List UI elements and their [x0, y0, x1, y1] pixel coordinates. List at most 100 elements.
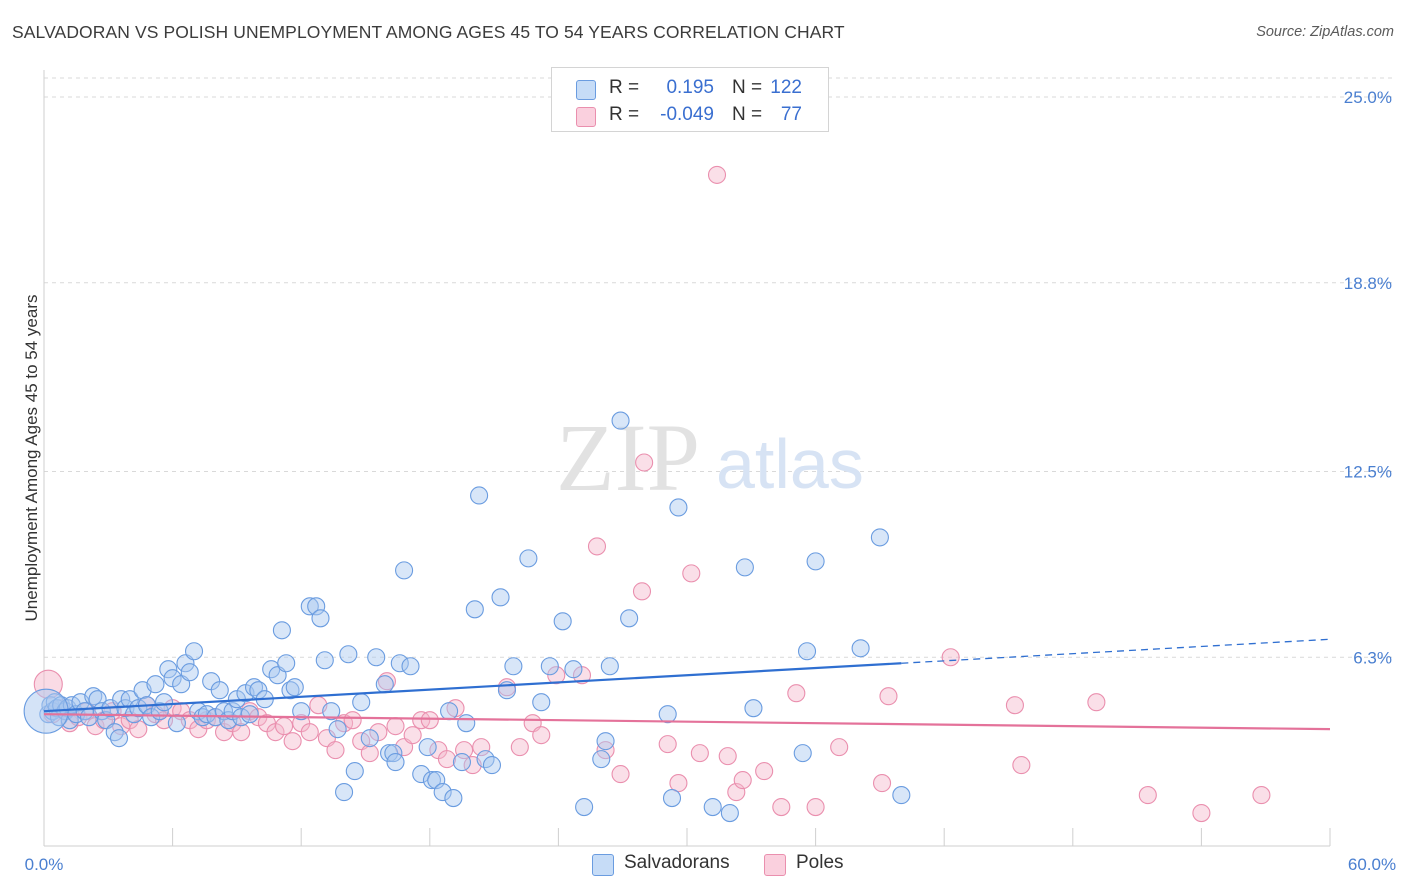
poles-point: [587, 537, 607, 556]
poles-point: [658, 735, 677, 754]
salvadorans-point: [159, 660, 178, 679]
salvadorans-point: [620, 609, 639, 628]
salvadorans-point: [519, 549, 538, 568]
poles-point: [437, 750, 456, 769]
salvadorans-point: [335, 783, 354, 802]
poles-point: [755, 762, 774, 781]
bottom-legend-label-poles: Poles: [796, 852, 844, 873]
salvadorans-point: [339, 645, 358, 664]
poles-point: [326, 741, 345, 760]
salvadorans-point: [553, 612, 572, 631]
salvadorans-point: [311, 609, 330, 628]
salvadorans-point: [540, 657, 559, 676]
poles-point: [830, 738, 849, 757]
poles-point: [300, 723, 319, 742]
bottom-legend-swatch-poles: [764, 854, 786, 876]
watermark-zip: ZIP: [556, 404, 700, 511]
salvadorans-point: [662, 789, 682, 808]
poles-point: [718, 747, 737, 766]
salvadorans-point: [384, 744, 403, 763]
salvadorans-point: [444, 789, 463, 808]
poles-point: [635, 453, 654, 472]
trend-layer: [43, 638, 1331, 731]
legend-r-value: -0.049: [660, 104, 714, 125]
poles-point: [669, 774, 688, 793]
poles-point: [386, 717, 405, 736]
salvadorans-point: [386, 753, 405, 772]
y-tick-label: 6.3%: [1353, 648, 1392, 667]
poles-point: [690, 744, 709, 763]
salvadorans-point: [669, 498, 688, 517]
salvadorans-point: [797, 642, 817, 661]
bottom-legend-label-salvadorans: Salvadorans: [624, 852, 730, 873]
salvadorans-point: [184, 642, 204, 661]
legend-swatch-poles: [576, 107, 596, 127]
legend-swatch-salvadorans: [576, 80, 596, 100]
y-tick-label: 18.8%: [1344, 274, 1392, 293]
salvadorans-point: [390, 654, 409, 673]
salvadorans-point: [322, 702, 341, 721]
poles-point: [377, 672, 396, 691]
poles-point: [1192, 803, 1211, 823]
salvadorans-point: [109, 729, 129, 748]
poles-point: [283, 732, 302, 751]
salvadorans-point: [292, 702, 311, 721]
poles-point: [275, 717, 294, 736]
salvadorans-point: [457, 714, 476, 733]
legend-r-label: R =: [609, 77, 640, 98]
salvadorans-point: [658, 705, 677, 724]
salvadorans-point: [703, 798, 722, 817]
source-label: Source: ZipAtlas.com: [1256, 24, 1394, 40]
salvadorans-point: [600, 657, 619, 676]
salvadorans-point: [315, 651, 334, 670]
legend-r-value: 0.195: [666, 77, 714, 98]
poles-point: [1138, 786, 1157, 805]
watermark: ZIP atlas: [556, 404, 864, 511]
legend-row-salvadorans: R = 0.195 N = 122: [552, 74, 828, 102]
poles-point: [787, 684, 806, 703]
poles-point: [941, 648, 960, 667]
poles-point: [632, 582, 652, 601]
poles-point: [1005, 696, 1024, 715]
poles-point: [682, 564, 701, 583]
salvadorans-point: [532, 693, 551, 712]
salvadorans-point: [793, 744, 812, 763]
salvadorans-point: [307, 597, 326, 616]
legend-n-label: N =: [732, 104, 763, 125]
correlation-legend: R = 0.195 N = 122 R = -0.049 N = 77: [551, 67, 829, 132]
salvadorans-point: [504, 657, 523, 676]
poles-point: [879, 687, 898, 706]
poles-point: [707, 165, 727, 184]
poles-point: [129, 720, 148, 739]
salvadorans-point: [470, 486, 489, 505]
salvadorans-point: [146, 675, 165, 694]
poles-point: [772, 798, 791, 817]
salvadorans-point: [465, 600, 484, 619]
salvadorans-point: [744, 699, 763, 718]
poles-point: [532, 726, 551, 745]
poles-point: [1252, 786, 1271, 805]
salvadorans-point: [180, 663, 199, 682]
y-tick-label: 12.5%: [1344, 463, 1392, 482]
legend-n-value: 122: [770, 77, 802, 98]
bottom-legend-swatch-salvadorans: [592, 854, 614, 876]
poles-point: [611, 765, 630, 784]
legend-r-label: R =: [609, 104, 640, 125]
poles-point: [733, 771, 752, 790]
salvadorans-point: [482, 756, 502, 775]
salvadorans-point: [851, 639, 870, 658]
salvadorans-point: [596, 732, 615, 751]
poles-point: [343, 711, 362, 730]
salvadorans-point: [491, 588, 510, 607]
salvadorans-series: [23, 411, 911, 823]
salvadorans-point: [328, 720, 347, 739]
salvadorans-point: [352, 693, 371, 712]
salvadorans-point: [395, 561, 414, 580]
salvadorans-point: [564, 660, 583, 679]
watermark-atlas: atlas: [716, 425, 864, 503]
poles-point: [510, 738, 529, 757]
poles-point: [547, 666, 566, 685]
legend-n-value: 77: [780, 104, 802, 125]
salvadorans-point: [277, 654, 296, 673]
salvadorans-point: [440, 702, 459, 721]
